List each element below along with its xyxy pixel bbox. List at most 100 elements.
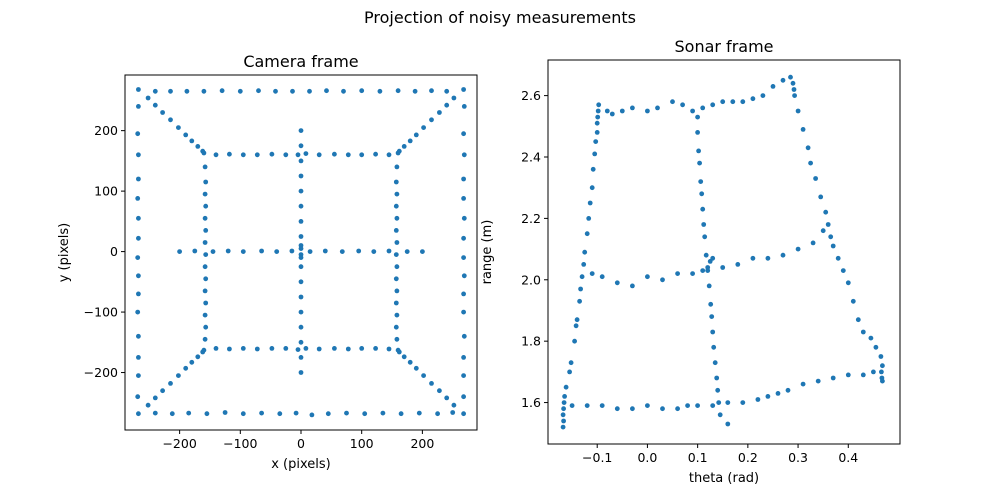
data-point: [413, 132, 419, 138]
data-point: [444, 88, 450, 94]
data-point: [298, 355, 304, 360]
data-point: [309, 412, 315, 418]
data-point: [567, 369, 572, 375]
data-point: [283, 152, 289, 158]
data-point: [711, 344, 717, 350]
data-point: [259, 410, 264, 416]
data-point: [614, 406, 620, 412]
data-point: [136, 104, 141, 109]
data-point: [590, 166, 596, 172]
data-point: [561, 400, 567, 405]
x-tick-label: 0.4: [838, 450, 858, 465]
data-point: [750, 96, 756, 102]
data-point: [808, 160, 813, 166]
data-point: [136, 355, 141, 360]
x-tick-label: −100: [223, 436, 257, 451]
y-tick-label: 0: [110, 244, 118, 259]
data-point: [435, 411, 440, 417]
data-point: [407, 359, 413, 365]
data-point: [386, 152, 392, 158]
data-point: [655, 105, 660, 111]
y-tick-label: −100: [84, 305, 118, 320]
data-point: [269, 151, 275, 157]
y-tick-label: 2.0: [521, 272, 541, 287]
data-point: [290, 88, 295, 94]
data-point: [584, 403, 590, 408]
data-point: [429, 88, 434, 94]
data-point: [202, 191, 208, 197]
data-point: [830, 243, 836, 249]
data-point: [202, 264, 208, 270]
data-point: [695, 114, 700, 120]
data-point: [594, 130, 600, 135]
data-point: [700, 268, 706, 273]
data-point: [586, 216, 592, 221]
data-point: [298, 219, 304, 224]
y-tick-label: 1.6: [521, 395, 541, 410]
data-point: [254, 346, 260, 352]
data-point: [295, 347, 301, 352]
axes-title: Camera frame: [243, 52, 358, 71]
data-point: [135, 196, 141, 201]
data-point: [461, 176, 466, 182]
data-point: [201, 88, 207, 94]
y-axis-label: range (m): [480, 220, 495, 285]
data-point: [136, 176, 141, 182]
data-point: [879, 369, 884, 375]
data-point: [818, 194, 824, 200]
data-point: [685, 403, 690, 408]
data-point: [373, 346, 378, 351]
data-point: [394, 312, 400, 318]
data-point: [298, 173, 304, 179]
data-point: [429, 381, 434, 386]
data-point: [790, 80, 796, 86]
data-point: [813, 176, 818, 181]
y-axis-label: y (pixels): [57, 223, 72, 283]
data-point: [568, 360, 574, 366]
data-point: [298, 339, 304, 345]
data-point: [717, 412, 723, 418]
data-point: [420, 249, 425, 255]
y-tick-label: 2.6: [521, 88, 541, 103]
data-point: [604, 108, 610, 114]
data-point: [136, 373, 141, 378]
data-point: [136, 273, 141, 279]
data-point: [561, 418, 566, 424]
data-point: [135, 309, 141, 315]
data-point: [393, 324, 399, 330]
data-point: [303, 346, 309, 351]
data-point: [705, 268, 711, 273]
data-point: [589, 271, 595, 276]
data-point: [404, 249, 410, 255]
data-point: [256, 88, 261, 94]
data-point: [735, 262, 741, 267]
data-point: [584, 231, 590, 237]
data-point: [135, 131, 141, 137]
data-point: [136, 87, 141, 92]
data-point: [823, 209, 829, 215]
data-point: [592, 151, 598, 157]
data-point: [630, 406, 635, 412]
data-point: [386, 346, 392, 352]
data-point: [303, 151, 309, 157]
data-point: [204, 411, 210, 417]
data-point: [298, 234, 304, 239]
data-point: [675, 406, 680, 412]
data-point: [599, 403, 605, 408]
data-point: [213, 152, 219, 158]
data-point: [715, 387, 721, 393]
data-point: [394, 164, 400, 170]
data-point: [412, 88, 418, 94]
data-point: [873, 344, 879, 350]
data-point: [135, 394, 141, 400]
data-point: [805, 145, 811, 151]
data-point: [202, 288, 208, 294]
x-tick-label: 200: [410, 436, 434, 451]
data-point: [461, 309, 466, 315]
data-point: [461, 373, 466, 378]
data-point: [135, 255, 141, 260]
data-point: [202, 240, 208, 245]
data-point: [577, 298, 582, 304]
data-point: [394, 215, 400, 221]
data-point: [708, 301, 714, 307]
